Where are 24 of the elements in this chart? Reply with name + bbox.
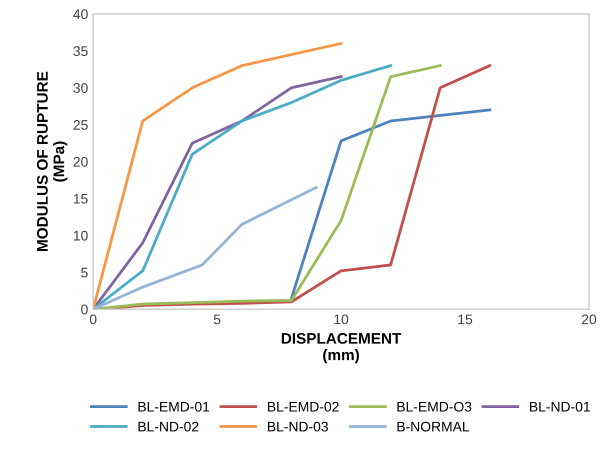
- legend-label: BL-ND-03: [268, 422, 328, 432]
- x-tick-label: 10: [334, 314, 348, 324]
- y-tick-label: 35: [73, 46, 88, 56]
- x-tick-label: 20: [582, 314, 596, 324]
- legend-label: BL-ND-02: [138, 422, 198, 432]
- x-axis-title: DISPLACEMENT (mm): [282, 332, 402, 364]
- line-series: [93, 186, 318, 310]
- x-tick-label: 5: [214, 314, 220, 324]
- y-tick-label: 40: [73, 9, 88, 20]
- legend-label: B-NORMAL: [397, 422, 470, 432]
- y-tick-label: 0: [81, 304, 88, 314]
- legend-label: BL-EMD-O3: [397, 402, 472, 412]
- x-tick-label: 15: [458, 314, 472, 324]
- x-tick-label: 0: [90, 314, 96, 324]
- y-axis-title: MODULUS OF RUPTURE (MPa): [36, 72, 68, 251]
- y-tick-label: 25: [74, 120, 88, 130]
- y-tick-label: 10: [74, 230, 88, 241]
- y-tick-label: 20: [74, 156, 88, 167]
- y-tick-label: 5: [81, 268, 88, 278]
- legend-label: BL-EMD-01: [138, 402, 210, 412]
- legend-label: BL-EMD-02: [268, 402, 339, 412]
- y-tick-label: 15: [74, 194, 88, 204]
- legend-label: BL-ND-01: [530, 402, 590, 412]
- y-tick-label: 30: [73, 83, 88, 93]
